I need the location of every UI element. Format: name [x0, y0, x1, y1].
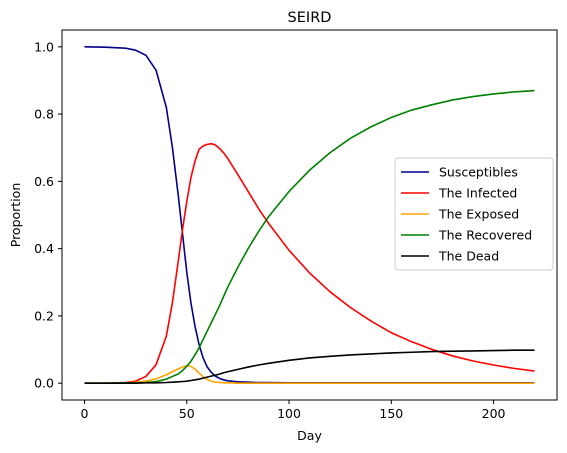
legend-label: The Exposed — [438, 207, 519, 222]
y-tick-label: 0.4 — [34, 241, 54, 256]
legend-label: Susceptibles — [439, 165, 518, 180]
series-line-the-recovered — [84, 89, 535, 384]
legend-box — [394, 157, 554, 271]
y-axis-label: Proportion — [8, 183, 23, 248]
legend-label: The Dead — [438, 249, 499, 264]
legend: Susceptibles The Infected The Exposed The R… — [394, 157, 554, 271]
y-tick-label: 1.0 — [34, 39, 54, 54]
series-line-the-dead — [84, 349, 535, 384]
legend-label: The Recovered — [438, 228, 532, 243]
y-tick-label: 0.6 — [34, 174, 54, 189]
x-tick-label: 200 — [482, 406, 506, 421]
x-tick-label: 50 — [179, 406, 195, 421]
y-tick-label: 0.0 — [34, 376, 54, 391]
legend-label: The Infected — [438, 186, 517, 201]
series-line-the-infected — [84, 142, 535, 384]
series-line-the-exposed — [84, 364, 535, 384]
x-tick-label: 0 — [81, 406, 89, 421]
y-axis-ticks: 0.0 0.2 0.4 0.6 0.8 1.0 — [34, 39, 62, 391]
x-tick-label: 100 — [277, 406, 301, 421]
chart-title: SEIRD — [288, 10, 332, 26]
x-axis-label: Day — [297, 428, 322, 443]
x-tick-label: 150 — [379, 406, 403, 421]
y-tick-label: 0.2 — [34, 308, 54, 323]
x-axis-ticks: 0 50 100 150 200 — [81, 400, 506, 421]
plot-lines — [84, 46, 535, 384]
plot-frame — [61, 29, 558, 401]
y-tick-label: 0.8 — [34, 107, 54, 122]
